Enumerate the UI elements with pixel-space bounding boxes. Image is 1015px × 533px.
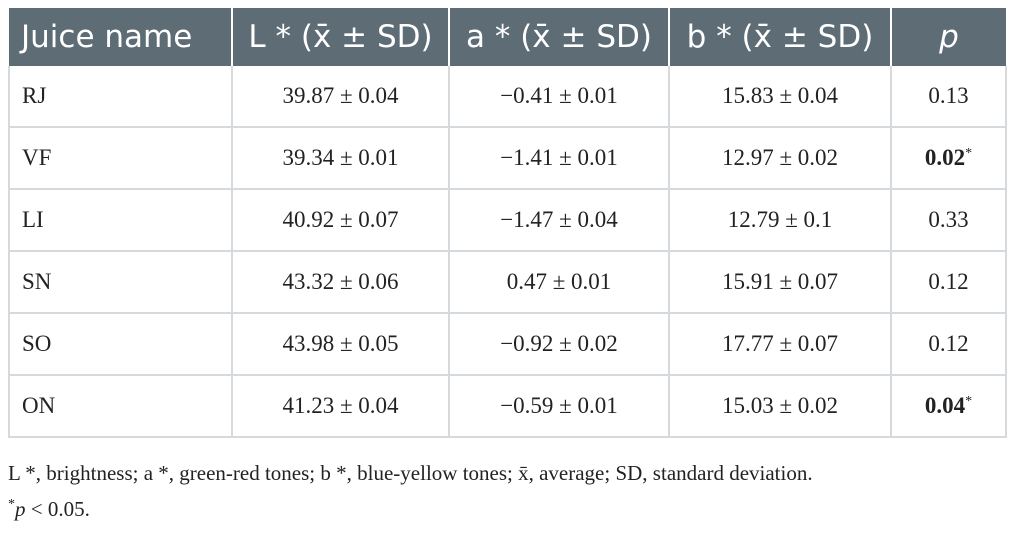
cell-p-value: 0.02* [891, 127, 1007, 190]
cell-a-value: −0.41 ± 0.01 [449, 66, 670, 128]
table-row: SN 43.32 ± 0.06 0.47 ± 0.01 15.91 ± 0.07… [8, 251, 1007, 314]
cell-juice-name: SN [8, 251, 233, 314]
table-row: VF 39.34 ± 0.01 −1.41 ± 0.01 12.97 ± 0.0… [8, 127, 1007, 190]
header-a-star: a * (x̄ ± SD) [449, 8, 670, 66]
cell-juice-name: VF [8, 127, 233, 190]
cell-juice-name: LI [8, 189, 233, 252]
p-value: 0.02 [924, 145, 966, 170]
cell-a-value: −0.92 ± 0.02 [449, 313, 670, 376]
cell-a-value: 0.47 ± 0.01 [449, 251, 670, 314]
cell-juice-name: SO [8, 313, 233, 376]
table-row: ON 41.23 ± 0.04 −0.59 ± 0.01 15.03 ± 0.0… [8, 375, 1007, 438]
table-row: LI 40.92 ± 0.07 −1.47 ± 0.04 12.79 ± 0.1… [8, 189, 1007, 252]
table-footnote: L *, brightness; a *, green-red tones; b… [8, 458, 1008, 525]
header-p: p [891, 8, 1006, 66]
significance-mark: * [965, 394, 973, 409]
p-value: 0.13 [928, 83, 969, 108]
header-row: Juice name L * (x̄ ± SD) a * (x̄ ± SD) b… [9, 8, 1006, 66]
footnote-p: p [15, 497, 26, 521]
cell-l-value: 39.87 ± 0.04 [232, 66, 450, 128]
cell-p-value: 0.12 [891, 251, 1007, 314]
cell-a-value: −1.47 ± 0.04 [449, 189, 670, 252]
p-value: 0.12 [928, 331, 969, 356]
cell-l-value: 43.98 ± 0.05 [232, 313, 450, 376]
cell-b-value: 12.97 ± 0.02 [669, 127, 892, 190]
cell-l-value: 41.23 ± 0.04 [232, 375, 450, 438]
header-b-star: b * (x̄ ± SD) [669, 8, 892, 66]
cell-a-value: −0.59 ± 0.01 [449, 375, 670, 438]
header-l-star: L * (x̄ ± SD) [232, 8, 450, 66]
p-value: 0.12 [928, 269, 969, 294]
footnote-threshold: < 0.05. [25, 497, 90, 521]
header-juice-name: Juice name [9, 8, 233, 66]
cell-l-value: 39.34 ± 0.01 [232, 127, 450, 190]
cell-juice-name: RJ [8, 66, 233, 128]
table-container: Juice name L * (x̄ ± SD) a * (x̄ ± SD) b… [8, 8, 1007, 438]
cell-l-value: 43.32 ± 0.06 [232, 251, 450, 314]
color-table: Juice name L * (x̄ ± SD) a * (x̄ ± SD) b… [8, 8, 1007, 438]
cell-a-value: −1.41 ± 0.01 [449, 127, 670, 190]
cell-p-value: 0.04* [891, 375, 1007, 438]
footnote-significance: *p < 0.05. [8, 489, 1008, 525]
p-value: 0.04 [924, 393, 966, 418]
table-row: SO 43.98 ± 0.05 −0.92 ± 0.02 17.77 ± 0.0… [8, 313, 1007, 376]
cell-p-value: 0.13 [891, 66, 1007, 128]
cell-b-value: 17.77 ± 0.07 [669, 313, 892, 376]
cell-b-value: 15.91 ± 0.07 [669, 251, 892, 314]
significance-mark: * [965, 146, 973, 161]
cell-juice-name: ON [8, 375, 233, 438]
cell-b-value: 15.03 ± 0.02 [669, 375, 892, 438]
cell-l-value: 40.92 ± 0.07 [232, 189, 450, 252]
p-value: 0.33 [928, 207, 969, 232]
cell-p-value: 0.12 [891, 313, 1007, 376]
cell-b-value: 12.79 ± 0.1 [669, 189, 892, 252]
table-row: RJ 39.87 ± 0.04 −0.41 ± 0.01 15.83 ± 0.0… [8, 66, 1007, 128]
cell-p-value: 0.33 [891, 189, 1007, 252]
footnote-mark: * [8, 497, 15, 512]
footnote-abbreviations: L *, brightness; a *, green-red tones; b… [8, 461, 813, 485]
cell-b-value: 15.83 ± 0.04 [669, 66, 892, 128]
